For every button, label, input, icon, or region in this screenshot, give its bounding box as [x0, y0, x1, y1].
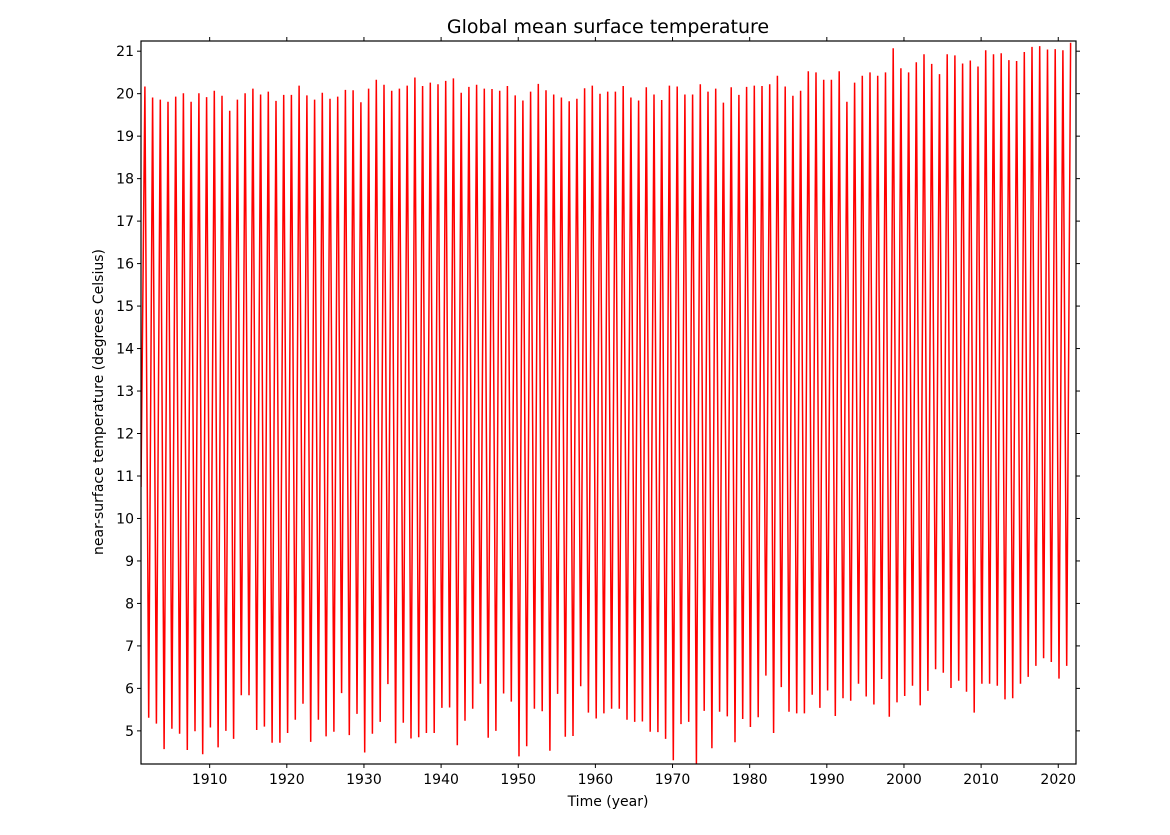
x-tick-label: 2020: [1040, 772, 1076, 788]
y-tick-label: 12: [116, 427, 134, 443]
y-tick-label: 20: [116, 87, 134, 103]
y-axis-label: near-surface temperature (degrees Celsiu…: [91, 249, 107, 555]
x-tick-label: 1910: [192, 772, 228, 788]
y-tick-label: 6: [125, 681, 134, 697]
y-tick-label: 7: [125, 639, 134, 655]
y-tick-label: 11: [116, 469, 134, 485]
x-tick-label: 1970: [655, 772, 691, 788]
y-tick-label: 5: [125, 724, 134, 740]
x-tick-label: 1990: [809, 772, 845, 788]
x-axis-label: Time (year): [567, 794, 649, 810]
x-tick-label: 2000: [886, 772, 922, 788]
y-tick-label: 17: [116, 214, 134, 230]
y-tick-label: 8: [125, 596, 134, 612]
x-tick-label: 1980: [732, 772, 768, 788]
x-tick-label: 1960: [578, 772, 614, 788]
x-tick-label: 1940: [423, 772, 459, 788]
plot-frame: [140, 40, 1077, 765]
y-tick-label: 10: [116, 511, 134, 527]
y-tick-label: 13: [116, 384, 134, 400]
chart-title: Global mean surface temperature: [447, 16, 769, 38]
y-tick-label: 15: [116, 299, 134, 315]
x-tick-label: 1920: [269, 772, 305, 788]
y-tick-label: 14: [116, 342, 134, 358]
y-tick-label: 19: [116, 129, 134, 145]
y-tick-label: 9: [125, 554, 134, 570]
temperature-series-line: [141, 42, 1072, 764]
x-tick-label: 1950: [500, 772, 536, 788]
y-tick-label: 16: [116, 257, 134, 273]
y-tick-label: 21: [116, 44, 134, 60]
x-tick-label: 1930: [346, 772, 382, 788]
y-tick-label: 18: [116, 172, 134, 188]
x-tick-label: 2010: [963, 772, 999, 788]
